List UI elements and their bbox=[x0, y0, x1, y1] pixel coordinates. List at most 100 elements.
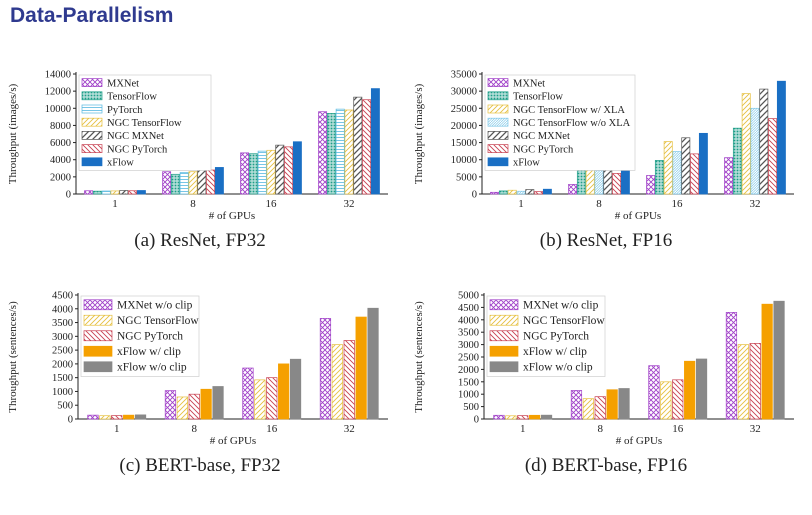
bar-mxnet-w-o-clip-8 bbox=[164, 390, 177, 420]
bar-xflow-8 bbox=[214, 167, 224, 195]
bar-xflow-w-o-clip-1 bbox=[540, 414, 553, 420]
legend-swatch bbox=[489, 361, 519, 373]
y-tick-label: 10000 bbox=[451, 155, 477, 166]
legend-box bbox=[78, 74, 212, 171]
y-tick-label: 2000 bbox=[52, 359, 73, 370]
y-tick-label: 15000 bbox=[451, 138, 477, 149]
legend-swatch bbox=[487, 157, 509, 167]
y-tick-label: 10000 bbox=[45, 104, 71, 115]
bar-xflow-w-clip-8 bbox=[606, 389, 618, 420]
bar-xflow-w-o-clip-16 bbox=[289, 358, 302, 420]
chart-panel-resnet-fp16: 0 5000 10000 15000 20000 25000 30000 35000 Throu… bbox=[406, 52, 806, 292]
legend-swatch bbox=[487, 117, 509, 127]
y-tick-label: 3000 bbox=[52, 332, 73, 343]
legend-label: NGC MXNet bbox=[107, 131, 164, 142]
legend-label: NGC TensorFlow w/o XLA bbox=[513, 118, 631, 129]
legend-swatch bbox=[487, 131, 509, 140]
bar-ngc-mxnet-1 bbox=[119, 190, 129, 195]
legend-swatch bbox=[83, 330, 113, 342]
bar-ngc-pytorch-16 bbox=[284, 146, 294, 195]
legend-swatch bbox=[81, 78, 103, 87]
x-tick-label: 16 bbox=[266, 423, 278, 435]
bar-ngc-pytorch-32 bbox=[362, 99, 372, 195]
y-tick-label: 1500 bbox=[52, 373, 73, 384]
bar-mxnet-16 bbox=[240, 152, 250, 195]
bar-ngc-tensorflow-32 bbox=[344, 109, 354, 195]
bar-ngc-tensorflow-w-o-xla-16 bbox=[672, 151, 682, 195]
x-tick-label: 1 bbox=[114, 423, 120, 435]
legend-label: NGC TensorFlow bbox=[107, 118, 182, 129]
bar-tensorflow-8 bbox=[576, 169, 586, 195]
y-tick-label: 500 bbox=[57, 401, 73, 412]
x-tick-label: 8 bbox=[192, 423, 198, 435]
legend-label: NGC PyTorch bbox=[523, 331, 589, 343]
bar-ngc-pytorch-1 bbox=[534, 191, 544, 195]
y-axis-label: Throughput (images/s) bbox=[413, 83, 425, 184]
bar-mxnet-w-o-clip-1 bbox=[493, 414, 505, 420]
bar-ngc-pytorch-8 bbox=[206, 169, 216, 195]
bar-tensorflow-16 bbox=[654, 160, 664, 195]
legend-swatch bbox=[489, 330, 519, 342]
chart-caption: (d) BERT-base, FP16 bbox=[524, 455, 688, 476]
x-tick-label: 16 bbox=[672, 198, 684, 210]
legend-label: NGC TensorFlow w/ XLA bbox=[513, 105, 625, 116]
legend-swatch bbox=[489, 345, 519, 357]
bar-ngc-tensorflow-w-xla-32 bbox=[741, 93, 751, 195]
bar-xflow-16 bbox=[698, 132, 708, 195]
legend-label: PyTorch bbox=[107, 105, 143, 116]
bar-ngc-tensorflow-w-o-xla-32 bbox=[750, 107, 760, 195]
y-tick-label: 6000 bbox=[50, 138, 71, 149]
bar-mxnet-1 bbox=[84, 190, 94, 195]
y-axis-label: Throughput (images/s) bbox=[7, 83, 19, 184]
chart-caption: (c) BERT-base, FP32 bbox=[119, 455, 281, 476]
bar-ngc-pytorch-1 bbox=[111, 415, 123, 420]
legend-label: NGC PyTorch bbox=[117, 331, 183, 343]
bar-ngc-pytorch-16 bbox=[672, 379, 684, 420]
bar-ngc-tensorflow-16 bbox=[254, 379, 266, 420]
legend-swatch bbox=[81, 157, 103, 167]
bar-xflow-1 bbox=[542, 188, 552, 195]
bar-xflow-16 bbox=[292, 141, 302, 195]
bar-ngc-pytorch-16 bbox=[690, 153, 700, 195]
bar-pytorch-16 bbox=[257, 150, 267, 195]
bar-mxnet-w-o-clip-32 bbox=[319, 318, 332, 420]
bar-tensorflow-1 bbox=[92, 190, 102, 195]
y-tick-label: 0 bbox=[66, 190, 71, 201]
y-tick-label: 2000 bbox=[458, 365, 479, 376]
bar-ngc-mxnet-1 bbox=[525, 189, 535, 195]
bar-mxnet-8 bbox=[568, 184, 578, 195]
bar-ngc-pytorch-16 bbox=[266, 377, 278, 420]
y-tick-label: 1500 bbox=[458, 377, 479, 388]
legend-swatch bbox=[487, 91, 509, 101]
x-tick-label: 32 bbox=[750, 198, 761, 210]
bar-tensorflow-8 bbox=[170, 173, 180, 195]
bar-ngc-mxnet-16 bbox=[275, 144, 285, 195]
legend-swatch bbox=[487, 144, 509, 153]
y-tick-label: 2500 bbox=[52, 346, 73, 357]
bar-xflow-1 bbox=[136, 190, 146, 195]
y-tick-label: 3000 bbox=[458, 340, 479, 351]
y-tick-label: 20000 bbox=[451, 121, 477, 132]
bar-ngc-mxnet-32 bbox=[759, 88, 769, 195]
legend-label: MXNet w/o clip bbox=[117, 300, 193, 312]
legend-label: xFlow w/ clip bbox=[117, 346, 181, 358]
bar-ngc-tensorflow-w-o-xla-1 bbox=[516, 190, 526, 195]
bar-ngc-pytorch-32 bbox=[768, 118, 778, 195]
legend-swatch bbox=[81, 117, 103, 127]
bar-xflow-w-clip-1 bbox=[123, 414, 135, 420]
y-tick-label: 1000 bbox=[458, 390, 479, 401]
bar-ngc-tensorflow-1 bbox=[110, 190, 120, 195]
x-tick-label: 8 bbox=[190, 198, 196, 210]
legend-swatch bbox=[83, 299, 113, 311]
x-axis-label: # of GPUs bbox=[615, 210, 661, 222]
chart-resnet-fp16: 0 5000 10000 15000 20000 25000 30000 35000 Throu… bbox=[413, 70, 794, 222]
bar-mxnet-w-o-clip-16 bbox=[242, 367, 254, 420]
bar-xflow-w-o-clip-32 bbox=[773, 300, 785, 420]
chart-panel-bert-fp32: 0 500 1000 1500 2000 2500 3000 3500 4000 4500 Thro… bbox=[0, 275, 400, 515]
legend-label: NGC PyTorch bbox=[513, 144, 574, 155]
bar-ngc-tensorflow-1 bbox=[505, 415, 517, 420]
chart-panel-bert-fp16: 0 500 1000 1500 2000 2500 3000 3500 4000 4500 5000… bbox=[406, 275, 806, 515]
bar-xflow-w-clip-16 bbox=[684, 360, 696, 420]
bar-xflow-w-clip-1 bbox=[529, 414, 541, 420]
y-tick-label: 4000 bbox=[50, 155, 71, 166]
